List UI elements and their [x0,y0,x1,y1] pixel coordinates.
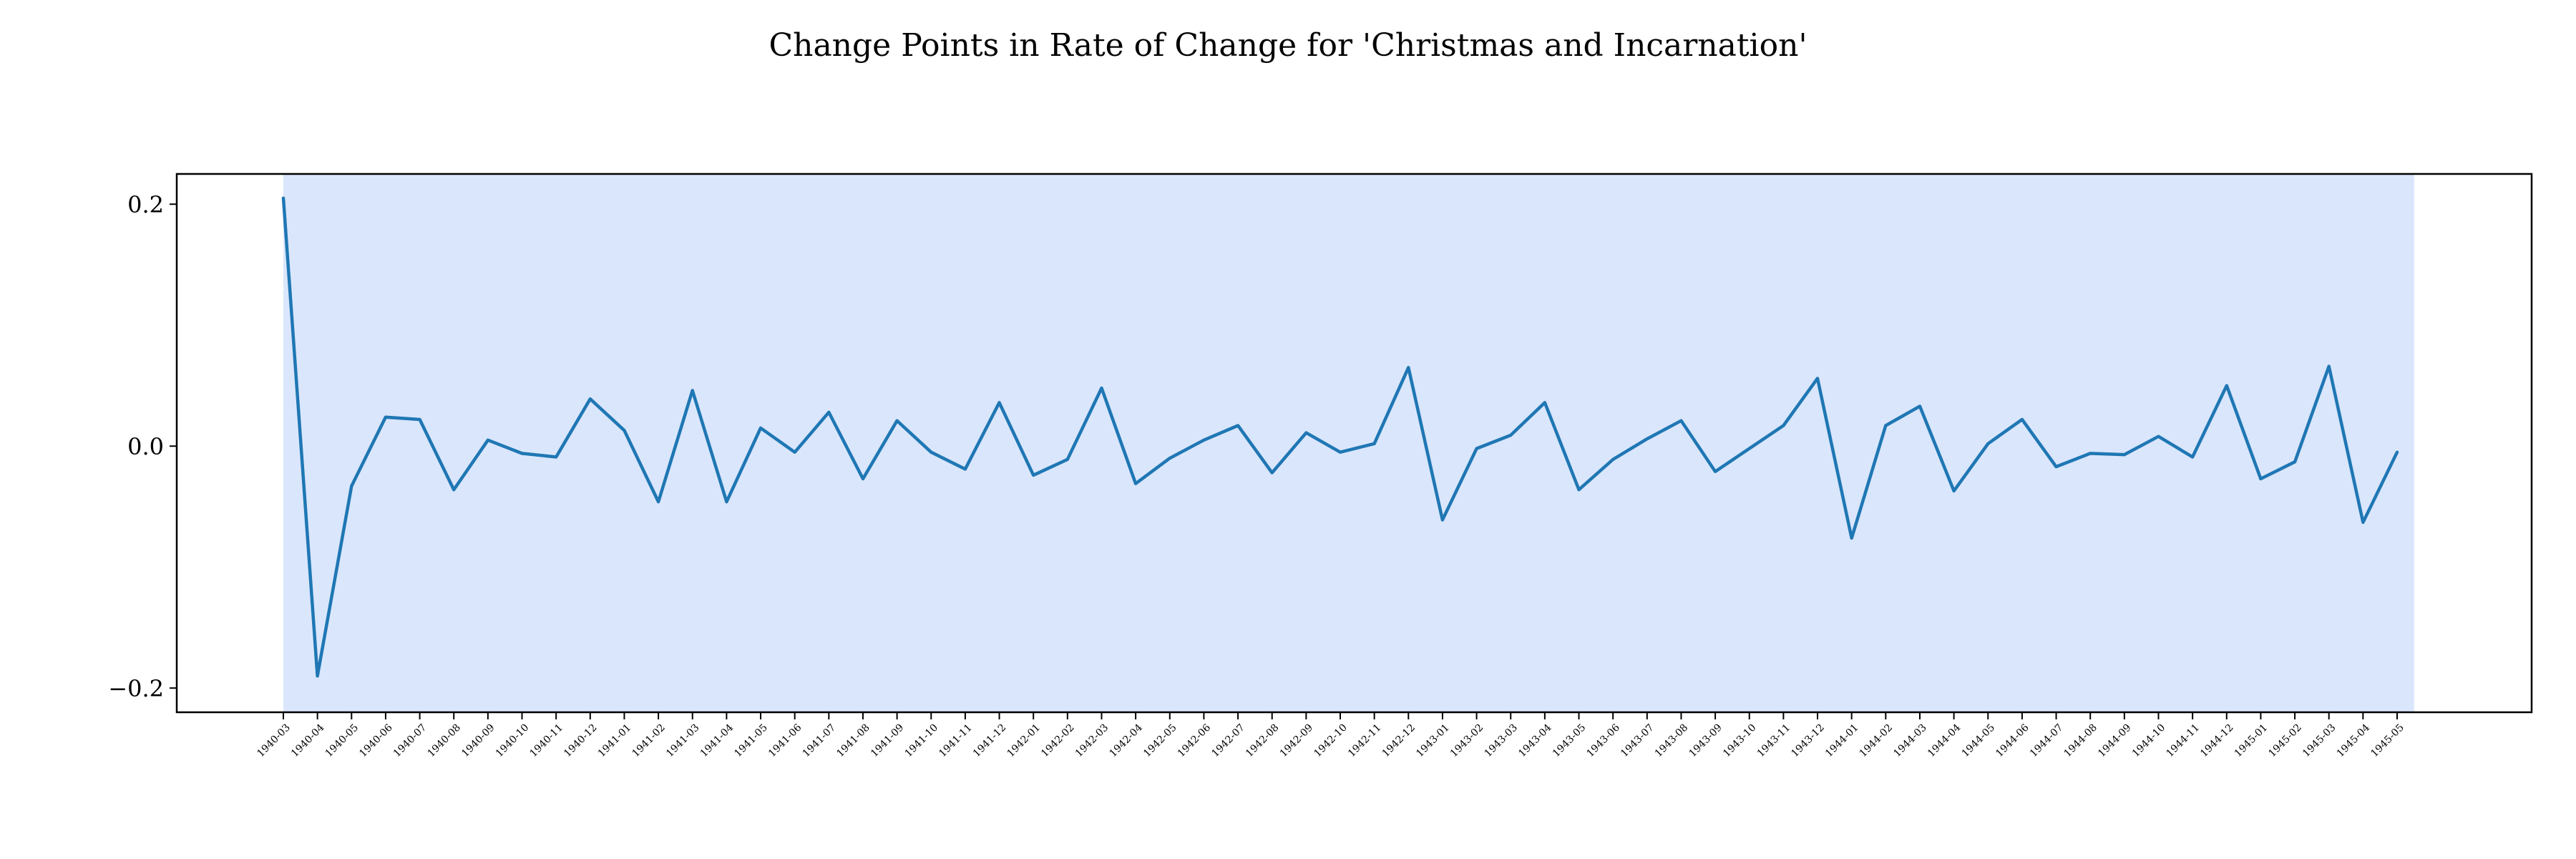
x-tick-label: 1943-09 [1687,722,1724,759]
x-tick-label: 1944-07 [2028,722,2065,759]
x-tick-label: 1940-11 [528,722,565,759]
x-tick-label: 1942-10 [1312,722,1349,759]
x-tick-label: 1942-01 [1005,722,1043,759]
x-tick-label: 1945-03 [2301,722,2338,759]
x-tick-label: 1943-04 [1516,722,1554,759]
x-tick-label: 1940-04 [289,722,327,759]
x-tick-label: 1943-07 [1619,722,1656,759]
x-tick-label: 1942-03 [1073,722,1111,759]
x-tick-label: 1945-01 [2233,722,2270,759]
x-tick-label: 1941-03 [664,722,701,759]
x-tick-label: 1942-08 [1244,722,1281,759]
x-tick-label: 1941-01 [596,722,633,759]
x-tick-label: 1941-06 [766,722,804,759]
x-tick-label: 1940-10 [494,722,531,759]
x-tick-label: 1940-08 [426,722,463,759]
x-tick-label: 1942-07 [1209,722,1246,759]
x-tick-label: 1941-07 [801,722,838,759]
y-tick-label: 0.0 [127,433,164,460]
x-tick-label: 1944-09 [2096,722,2133,759]
x-tick-label: 1945-02 [2266,722,2303,759]
x-tick-label: 1944-04 [1926,722,1963,759]
shaded-region [283,174,2414,712]
x-tick-label: 1945-05 [2368,722,2406,759]
x-tick-label: 1943-01 [1414,722,1451,759]
x-tick-label: 1941-09 [869,722,906,759]
x-tick-label: 1944-10 [2130,722,2167,759]
x-tick-label: 1941-11 [937,722,974,759]
x-tick-label: 1944-01 [1823,722,1860,759]
x-tick-label: 1944-11 [2164,722,2201,759]
plot-area: −0.20.00.21940-031940-041940-051940-0619… [108,173,2533,759]
chart-title: Change Points in Rate of Change for 'Chr… [769,27,1807,64]
x-tick-label: 1941-10 [903,722,940,759]
y-tick-label: −0.2 [108,675,164,702]
x-tick-label: 1942-11 [1346,722,1383,759]
x-tick-label: 1943-02 [1448,722,1485,759]
x-tick-label: 1944-12 [2198,722,2235,759]
x-tick-label: 1940-05 [323,722,361,759]
x-tick-label: 1941-04 [698,722,736,759]
x-tick-label: 1941-02 [630,722,667,759]
x-tick-label: 1942-12 [1380,722,1418,759]
x-tick-label: 1944-06 [1994,722,2031,759]
x-tick-label: 1943-12 [1789,722,1826,759]
x-tick-label: 1940-07 [391,722,429,759]
x-tick-label: 1940-09 [459,722,497,759]
x-tick-label: 1940-03 [255,722,292,759]
x-tick-label: 1942-05 [1141,722,1179,759]
y-tick-label: 0.2 [127,191,164,218]
x-tick-label: 1943-05 [1551,722,1588,759]
x-tick-label: 1944-05 [1960,722,1997,759]
x-tick-label: 1942-09 [1278,722,1315,759]
x-tick-label: 1940-06 [357,722,395,759]
x-tick-label: 1943-11 [1755,722,1792,759]
x-tick-label: 1943-03 [1483,722,1520,759]
x-tick-label: 1944-03 [1891,722,1928,759]
x-tick-label: 1941-08 [834,722,872,759]
x-tick-label: 1943-06 [1585,722,1623,759]
x-tick-label: 1944-02 [1858,722,1895,759]
x-tick-label: 1942-02 [1039,722,1076,759]
x-tick-label: 1941-12 [971,722,1008,759]
x-tick-label: 1940-12 [562,722,599,759]
x-tick-label: 1945-04 [2335,722,2373,759]
x-tick-label: 1943-08 [1653,722,1690,759]
series-line [281,196,2399,678]
x-tick-label: 1942-06 [1176,722,1214,759]
x-tick-label: 1943-10 [1721,722,1758,759]
x-tick-label: 1942-04 [1107,722,1145,759]
x-tick-label: 1944-08 [2062,722,2099,759]
x-tick-label: 1941-05 [732,722,769,759]
axes-frame [175,173,2533,714]
